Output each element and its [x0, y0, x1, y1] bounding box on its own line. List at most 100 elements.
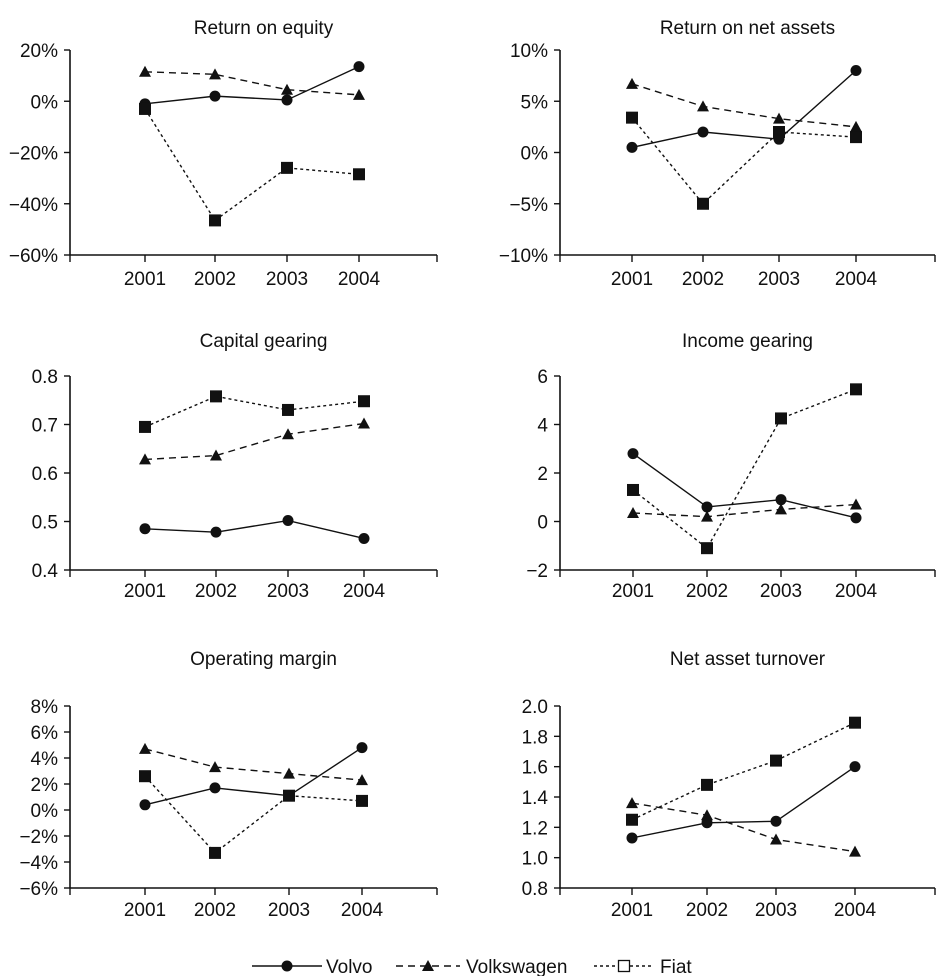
data-point — [697, 197, 709, 210]
y-tick-label: 1.8 — [522, 727, 548, 748]
x-tick-label: 2002 — [195, 581, 237, 602]
data-point — [850, 383, 862, 396]
data-point — [356, 794, 368, 807]
data-point — [626, 813, 638, 826]
data-point — [210, 449, 222, 461]
data-point — [626, 77, 638, 89]
data-point — [627, 483, 639, 496]
legend-label: Volkswagen — [466, 957, 567, 976]
y-tick-label: −2% — [19, 827, 58, 848]
x-tick-label: 2001 — [611, 900, 653, 921]
chart-return-on-equity: Return on equity −60% −40% −20% 0% 20% 2001 200… — [9, 18, 438, 290]
series-line — [144, 66, 360, 105]
data-point — [139, 65, 151, 77]
series-volvo — [627, 448, 862, 524]
series-line — [144, 422, 365, 461]
data-point — [210, 390, 222, 403]
y-tick-label: 0.5 — [32, 513, 58, 534]
y-tick-label: 10% — [510, 41, 548, 62]
series-line — [144, 71, 360, 96]
chart-title: Return on net assets — [660, 18, 835, 39]
y-tick-label: −4% — [19, 853, 58, 874]
series-line — [631, 766, 856, 839]
legend-marker — [617, 959, 631, 973]
y-tick-label: −5% — [509, 195, 548, 216]
data-point — [627, 507, 639, 519]
y-tick-label: 0 — [537, 513, 548, 534]
chart-return-on-net-assets: Return on net assets −10% −5% 0% 5% 10% 2001 20… — [499, 18, 936, 290]
y-tick-label: 0.4 — [32, 561, 59, 582]
series-line — [144, 747, 363, 806]
chart-operating-margin: Operating margin −6% −4% −2% 0% 2% 4% 6% 8% 2001 2… — [19, 649, 438, 921]
legend-item-volkswagen: Volkswagen — [396, 957, 567, 976]
chart-title: Net asset turnover — [670, 649, 826, 670]
y-tick-label: 0% — [31, 801, 59, 822]
series-line — [631, 722, 856, 821]
data-point — [775, 494, 787, 506]
y-tick-label: −2 — [526, 561, 548, 582]
legend-marker — [281, 960, 293, 972]
y-tick-label: 2.0 — [522, 697, 548, 718]
chart-title: Return on equity — [194, 18, 334, 39]
x-tick-label: 2004 — [341, 900, 384, 921]
legend-label: Volvo — [326, 957, 372, 976]
series-fiat — [139, 102, 365, 227]
data-point — [850, 131, 862, 144]
series-volvo — [139, 61, 365, 110]
series-volvo — [626, 761, 861, 844]
series-volkswagen — [627, 498, 862, 522]
data-point — [701, 501, 713, 513]
data-point — [139, 420, 151, 433]
x-tick-label: 2003 — [760, 581, 802, 602]
series-fiat — [139, 390, 370, 433]
data-point — [209, 68, 221, 80]
data-point — [849, 845, 861, 857]
y-tick-label: 0% — [31, 92, 59, 113]
data-point — [626, 797, 638, 809]
y-tick-label: 6% — [31, 723, 59, 744]
y-tick-label: 1.4 — [522, 788, 549, 809]
chart-title: Income gearing — [682, 331, 813, 352]
x-tick-label: 2003 — [267, 581, 309, 602]
x-tick-label: 2004 — [835, 581, 878, 602]
series-volkswagen — [626, 797, 861, 857]
data-point — [626, 832, 638, 844]
data-point — [281, 94, 293, 106]
y-tick-label: 0.8 — [522, 879, 548, 900]
x-tick-label: 2004 — [835, 269, 878, 290]
y-tick-label: 0.6 — [32, 464, 58, 485]
y-tick-label: 1.0 — [522, 849, 548, 870]
series-volkswagen — [139, 65, 365, 100]
series-line — [144, 519, 365, 540]
data-point — [358, 532, 370, 544]
data-point — [281, 161, 293, 174]
y-tick-label: 1.2 — [522, 818, 548, 839]
x-tick-label: 2001 — [612, 581, 654, 602]
series-fiat — [139, 770, 368, 859]
legend-marker — [422, 960, 434, 971]
y-tick-label: 4 — [537, 416, 548, 437]
data-point — [356, 774, 368, 786]
y-tick-label: 20% — [20, 41, 58, 62]
series-volvo — [139, 742, 368, 811]
series-line — [144, 108, 360, 222]
series-line — [631, 83, 857, 128]
data-point — [701, 809, 713, 821]
legend-label: Fiat — [660, 957, 692, 976]
series-volkswagen — [139, 417, 370, 465]
y-tick-label: 1.6 — [522, 758, 548, 779]
series-line — [631, 802, 856, 853]
series-fiat — [626, 716, 861, 826]
x-tick-label: 2003 — [755, 900, 797, 921]
y-tick-label: −60% — [9, 246, 58, 267]
data-point — [626, 141, 638, 153]
data-point — [627, 448, 639, 460]
data-point — [770, 815, 782, 827]
y-tick-label: −10% — [499, 246, 548, 267]
data-point — [850, 498, 862, 510]
data-point — [849, 716, 861, 729]
y-tick-label: 0.8 — [32, 367, 58, 388]
series-line — [632, 453, 857, 519]
series-fiat — [627, 383, 862, 555]
y-tick-label: −20% — [9, 144, 58, 165]
